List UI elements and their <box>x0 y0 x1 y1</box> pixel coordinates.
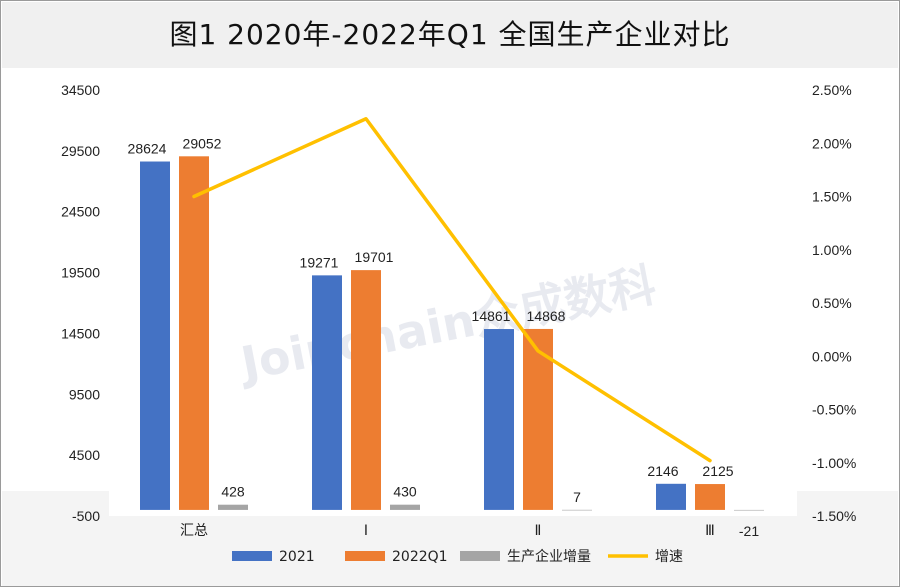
bar <box>218 504 248 510</box>
growth-line <box>192 117 712 463</box>
y-right-tick-label: -1.50% <box>812 508 856 524</box>
x-category-label: Ⅰ <box>364 523 368 539</box>
data-label: 2146 <box>647 463 678 479</box>
y-left-tick-label: 14500 <box>61 325 100 341</box>
legend-swatch <box>232 551 272 561</box>
y-left-tick-label: 4500 <box>69 447 100 463</box>
data-label: 428 <box>221 484 245 500</box>
bar <box>484 329 514 510</box>
bars <box>140 156 764 511</box>
y-right-tick-label: 2.50% <box>812 82 852 98</box>
x-category-label: Ⅲ <box>705 523 715 539</box>
x-category-label: 汇总 <box>180 523 208 539</box>
y-right-tick-label: -1.00% <box>812 455 856 471</box>
series-line <box>192 117 712 463</box>
data-label: -21 <box>739 523 759 539</box>
data-label: 7 <box>573 489 581 505</box>
bar <box>695 484 725 510</box>
legend-label: 增速 <box>655 549 683 565</box>
watermark: Joinchain众成数科 <box>234 257 660 391</box>
data-label: 14868 <box>527 308 566 324</box>
y-left-tick-label: -500 <box>72 508 100 524</box>
y-right-tick-label: 0.00% <box>812 348 852 364</box>
title-bar: 图1 2020年-2022年Q1 全国生产企业对比 <box>2 2 898 68</box>
y-left-tick-label: 29500 <box>61 143 100 159</box>
data-label: 430 <box>393 484 417 500</box>
y-left-tick-label: 34500 <box>61 82 100 98</box>
legend-label: 2021 <box>279 549 315 565</box>
bar <box>390 504 420 510</box>
bar <box>656 483 686 510</box>
bar <box>562 509 592 511</box>
y-right-tick-label: 1.00% <box>812 242 852 258</box>
data-label: 28624 <box>128 141 167 157</box>
y-left-tick-label: 19500 <box>61 265 100 281</box>
bar <box>734 509 764 511</box>
legend-swatch <box>345 551 385 561</box>
y-right-tick-label: 0.50% <box>812 295 852 311</box>
y-right-tick-label: 1.50% <box>812 189 852 205</box>
bar <box>140 161 170 510</box>
data-label: 14861 <box>472 308 511 324</box>
data-label: 29052 <box>183 135 222 151</box>
data-label: 19271 <box>300 254 339 270</box>
chart-title: 图1 2020年-2022年Q1 全国生产企业对比 <box>169 18 731 51</box>
y-left-tick-label: 24500 <box>61 204 100 220</box>
x-category-label: Ⅱ <box>535 523 542 539</box>
bar <box>312 275 342 510</box>
legend-swatch <box>460 551 500 561</box>
y-right-tick-label: 2.00% <box>812 135 852 151</box>
axes: -500 4500 9500 14500 19500 24500 29500 34500 -1.… <box>61 82 856 539</box>
legend-label: 生产企业增量 <box>507 548 591 565</box>
legend: 2021 2022Q1 生产企业增量 增速 <box>232 548 683 565</box>
bar <box>179 156 209 510</box>
y-left-tick-label: 9500 <box>69 386 100 402</box>
y-right-tick-label: -0.50% <box>812 402 856 418</box>
data-label: 2125 <box>702 463 733 479</box>
legend-label: 2022Q1 <box>392 549 448 565</box>
data-label: 19701 <box>355 249 394 265</box>
data-labels: 28624 19271 14861 2146 29052 19701 14868 2125 42… <box>128 135 760 539</box>
bar <box>351 270 381 510</box>
